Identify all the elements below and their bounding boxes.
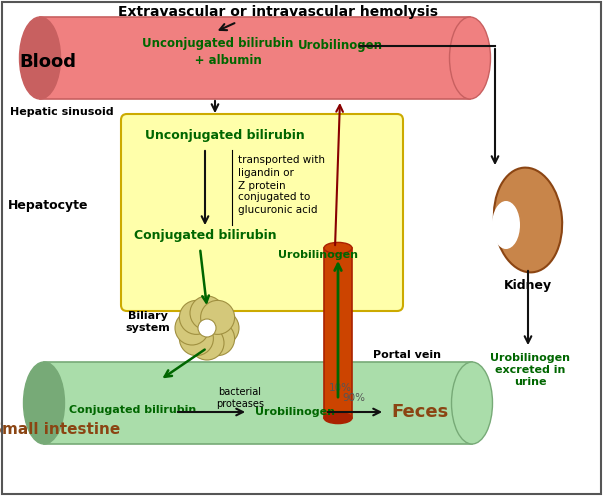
Text: Blood: Blood [19,53,77,71]
Ellipse shape [494,167,562,272]
Circle shape [175,311,209,345]
Text: conjugated to
glucuronic acid: conjugated to glucuronic acid [238,192,318,215]
Text: 10%: 10% [329,383,352,393]
Ellipse shape [24,362,65,444]
Circle shape [190,296,224,330]
Text: Urobilinogen: Urobilinogen [255,407,335,417]
Text: Feces: Feces [391,403,449,421]
Ellipse shape [324,243,352,253]
FancyBboxPatch shape [121,114,403,311]
Bar [40,17,470,99]
Text: Kidney: Kidney [504,278,552,292]
Text: Hepatocyte: Hepatocyte [8,198,89,212]
Text: Urobilinogen
excreted in
urine: Urobilinogen excreted in urine [490,352,570,387]
Text: Hepatic sinusoid: Hepatic sinusoid [10,107,114,117]
Circle shape [190,326,224,360]
Text: 90%: 90% [342,393,365,403]
Circle shape [179,322,213,356]
Text: Urobilinogen: Urobilinogen [298,39,382,53]
Circle shape [201,322,234,356]
Text: Portal vein: Portal vein [373,350,441,360]
Ellipse shape [449,17,490,99]
Circle shape [205,311,239,345]
Ellipse shape [492,201,520,249]
Circle shape [201,300,234,334]
Text: transported with
ligandin or
Z protein: transported with ligandin or Z protein [238,155,325,191]
Text: Unconjugated bilirubin
     + albumin: Unconjugated bilirubin + albumin [143,37,294,67]
Text: bacterial
proteases: bacterial proteases [216,387,264,409]
Circle shape [179,300,213,334]
Text: Biliary
system: Biliary system [126,311,170,333]
Ellipse shape [19,17,60,99]
Circle shape [198,319,216,337]
Text: Conjugated bilirubin: Conjugated bilirubin [69,405,197,415]
Bar [324,248,352,418]
Text: Extravascular or intravascular hemolysis: Extravascular or intravascular hemolysis [118,5,438,19]
Text: Urobilinogen: Urobilinogen [278,250,358,260]
Ellipse shape [452,362,492,444]
Ellipse shape [324,413,352,423]
Text: Small intestine: Small intestine [0,422,121,437]
Bar [44,362,472,444]
Text: Unconjugated bilirubin: Unconjugated bilirubin [145,129,305,142]
Text: Conjugated bilirubin: Conjugated bilirubin [133,229,276,242]
